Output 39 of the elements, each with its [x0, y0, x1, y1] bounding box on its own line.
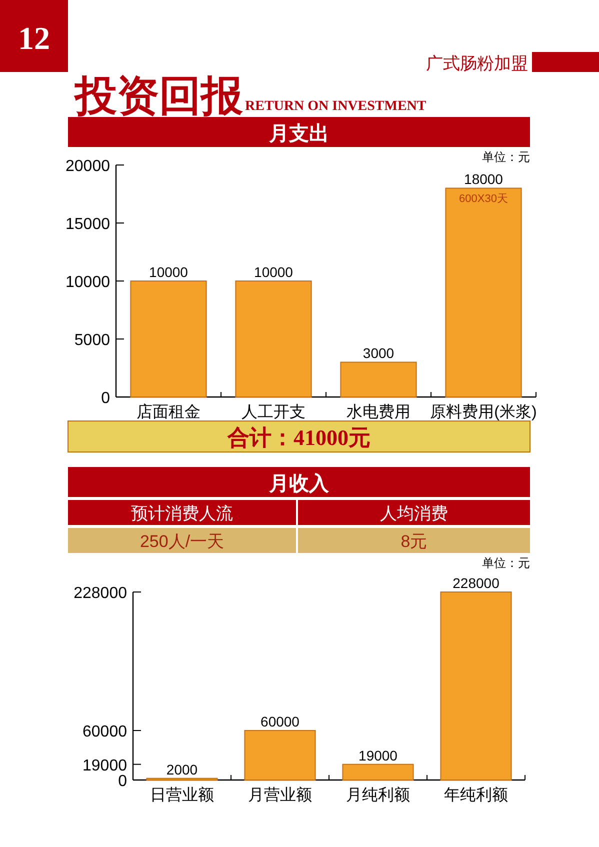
y-tick-label: 0 — [118, 773, 128, 790]
data-label: 60000 — [260, 714, 300, 730]
text: 预计消费人流 — [131, 504, 233, 523]
x-tick-label: 人工开支 — [242, 403, 306, 421]
x-tick-label: 原料费用(米浆) — [430, 403, 537, 421]
y-tick-label: 15000 — [66, 216, 110, 233]
text: 广式肠粉加盟 — [426, 54, 528, 73]
y-tick-label: 60000 — [82, 724, 128, 741]
x-tick-label: 月纯利额 — [346, 786, 410, 804]
data-label: 10000 — [149, 264, 188, 280]
data-label: 18000 — [464, 171, 504, 188]
text: 合计：41000元 — [226, 425, 370, 450]
data-label: 2000 — [166, 761, 198, 778]
y-tick-label: 0 — [101, 390, 110, 407]
x-tick-label: 水电费用 — [346, 403, 410, 421]
text: 投资回报 — [73, 74, 244, 120]
x-tick-label: 店面租金 — [136, 403, 200, 421]
annotation: 600X30天 — [459, 193, 508, 206]
text: 12 — [18, 20, 50, 56]
text: RETURN ON INVESTMENT — [245, 99, 427, 114]
x-tick-label: 年纯利额 — [444, 786, 508, 804]
x-tick-label: 日营业额 — [150, 786, 214, 804]
chart-title: 月支出 — [268, 123, 329, 145]
y-tick-label: 228000 — [74, 585, 128, 602]
y-tick-label: 10000 — [66, 274, 110, 291]
text: 8元 — [400, 532, 428, 551]
data-label: 3000 — [362, 345, 394, 362]
text: 250人/一天 — [140, 532, 224, 551]
data-label: 19000 — [358, 747, 398, 764]
y-tick-label: 19000 — [82, 757, 128, 774]
chart-title: 月收入 — [268, 472, 330, 495]
text: 单位：元 — [482, 556, 530, 570]
y-tick-label: 20000 — [66, 158, 110, 175]
text: 人均消费 — [380, 504, 448, 523]
y-tick-label: 5000 — [74, 332, 110, 349]
data-label: 10000 — [254, 264, 294, 280]
x-tick-label: 月营业额 — [248, 786, 312, 804]
data-label: 228000 — [452, 575, 500, 591]
text: 单位：元 — [482, 150, 530, 164]
